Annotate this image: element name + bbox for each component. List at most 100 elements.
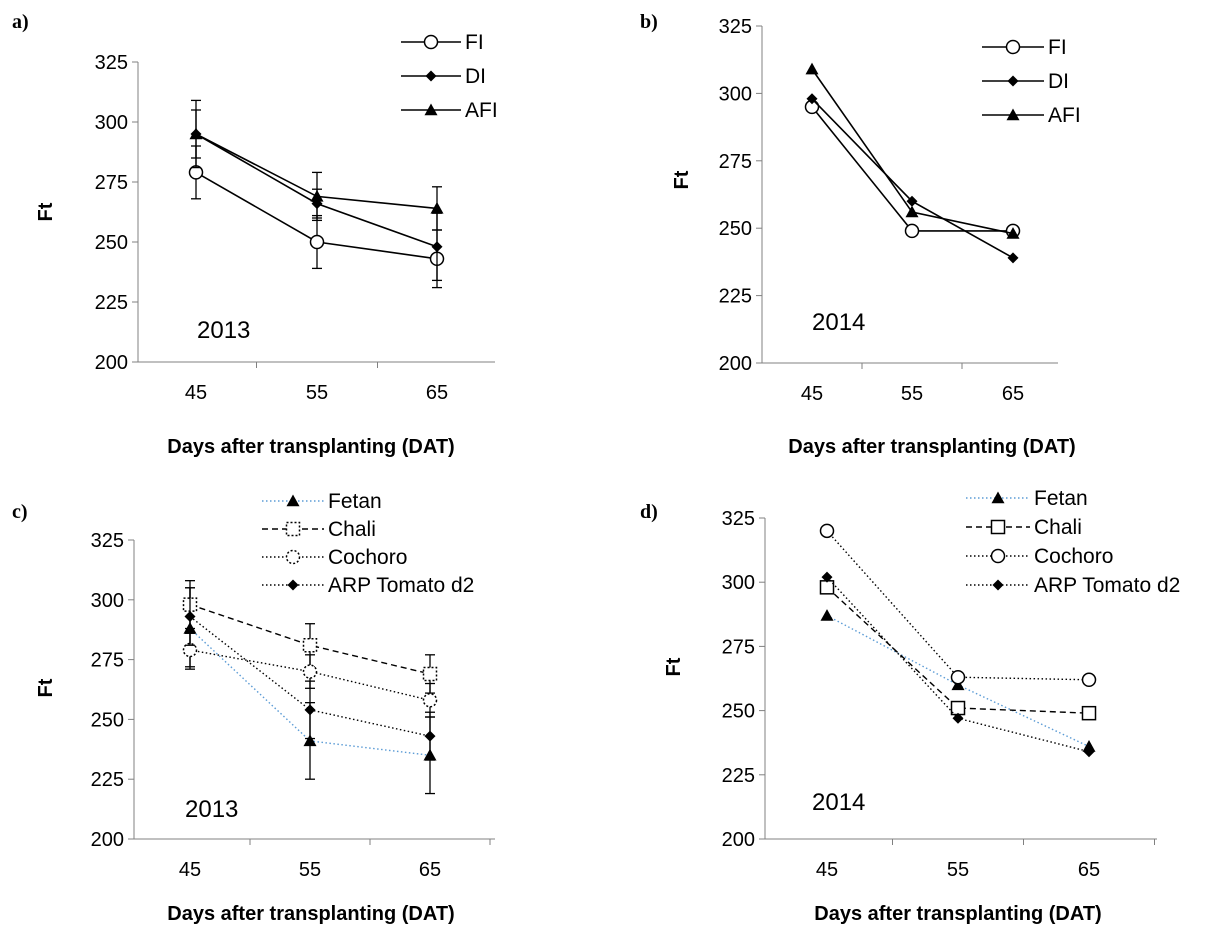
panel-d-legend-item-3: ARP Tomato d2: [966, 574, 1180, 597]
panel-b-series-1-point-2: [1007, 252, 1019, 264]
panel-b-letter: b): [640, 11, 658, 33]
panel-b-plot: 200 225 250 275 300 325 45 55 65: [719, 16, 1058, 405]
panel-b-legend-label-1: DI: [1048, 70, 1069, 93]
panel-b-legend-item-0: FI: [982, 36, 1067, 59]
panel-a-legend-item-2: AFI: [401, 99, 498, 122]
panel-d-legend-label-0: Fetan: [1034, 487, 1088, 510]
panel-b: b) Ft Days after transplanting (DAT) 201…: [640, 11, 1081, 458]
panel-d: d) Ft Days after transplanting (DAT) 201…: [640, 487, 1180, 925]
panel-a-legend-marker-1: [425, 70, 437, 82]
panel-c-series-3-point-2: [424, 730, 436, 742]
panel-c-series-1-point-1: [302, 637, 318, 653]
panel-d-legend-item-1: Chali: [966, 516, 1082, 539]
panel-d-legend: Fetan Chali Cochoro ARP Tomato d2: [966, 487, 1180, 597]
panel-a-letter: a): [12, 11, 29, 33]
panel-a-ylabel: Ft: [35, 202, 57, 221]
panel-b-series-2-point-2: [1006, 227, 1020, 239]
panel-d-legend-label-2: Cochoro: [1034, 545, 1113, 568]
panel-a-ytick-label: 200: [95, 352, 128, 374]
panel-d-series-2: [819, 523, 1097, 688]
panel-d-ytick-label: 300: [722, 572, 755, 594]
panel-a-legend-label-1: DI: [465, 65, 486, 88]
panel-b-xlabel: Days after transplanting (DAT): [788, 436, 1075, 458]
panel-d-legend-item-2: Cochoro: [966, 545, 1113, 568]
panel-b-series-2-point-1: [905, 205, 919, 218]
panel-d-legend-item-0: Fetan: [966, 487, 1088, 510]
panel-b-series-1-point-1: [906, 195, 918, 207]
panel-d-year: 2014: [812, 789, 865, 816]
panel-c-ytick-label: 200: [91, 829, 124, 851]
panel-a-xlabel: Days after transplanting (DAT): [167, 436, 454, 458]
panel-c-xtick-label: 65: [419, 859, 441, 881]
panel-a-legend-marker-0: [423, 34, 439, 50]
panel-b-ytick-label: 300: [719, 83, 752, 105]
panel-d-ytick-label: 250: [722, 701, 755, 723]
panel-c-legend-label-2: Cochoro: [328, 546, 407, 569]
panel-d-legend-marker-0: [991, 491, 1005, 504]
panel-d-series-1-point-0: [819, 580, 835, 595]
panel-c-legend-marker-1: [285, 521, 301, 537]
panel-c-series-2-point-1: [302, 664, 318, 679]
panel-d-series-1: [819, 580, 1097, 721]
panel-c-ytick-label: 275: [91, 650, 124, 672]
panel-c-legend-marker-0: [286, 494, 300, 507]
panel-a-legend-label-2: AFI: [465, 99, 498, 122]
panel-a-ytick-label: 275: [95, 172, 128, 194]
panel-b-xtick-label: 65: [1002, 383, 1024, 405]
panel-a: a) Ft Days after transplanting (DAT) 201…: [12, 11, 498, 458]
panel-c-legend-label-0: Fetan: [328, 490, 382, 513]
panel-d-series-3-point-0: [821, 571, 833, 583]
panel-d-letter: d): [640, 501, 658, 523]
panel-c: c) Ft Days after transplanting (DAT) 201…: [12, 490, 495, 925]
panel-a-ytick-label: 250: [95, 232, 128, 254]
panel-c-series-0-point-1: [303, 734, 317, 747]
panel-b-legend-label-0: FI: [1048, 36, 1067, 59]
panel-b-legend-marker-1: [1007, 75, 1019, 87]
panel-b-year: 2014: [812, 309, 865, 336]
panel-c-year: 2013: [185, 796, 238, 823]
panel-d-ytick-label: 325: [722, 508, 755, 530]
panel-a-ytick-label: 225: [95, 292, 128, 314]
panel-a-series-0-point-1: [309, 234, 325, 250]
panel-b-ytick-label: 225: [719, 286, 752, 308]
panel-d-plot: 200 225 250 275 300 325 45 55 65: [722, 508, 1157, 881]
panel-d-series-0-point-2: [1082, 740, 1096, 752]
panel-d-series-3-point-1: [952, 712, 964, 724]
panel-c-ytick-label: 250: [91, 709, 124, 731]
panel-a-year: 2013: [197, 317, 250, 344]
panel-a-legend-marker-2: [424, 103, 438, 116]
panel-c-series-3: [184, 587, 436, 761]
panel-d-series-2-point-1: [950, 669, 966, 685]
panel-c-series-2-point-2: [422, 693, 438, 708]
panel-c-letter: c): [12, 501, 28, 523]
panel-d-legend-label-1: Chali: [1034, 516, 1082, 539]
panel-b-series-1: [806, 93, 1019, 264]
panel-b-series-2: [805, 62, 1020, 239]
panel-d-ytick-label: 275: [722, 636, 755, 658]
panel-c-legend-item-0: Fetan: [262, 490, 382, 513]
panel-b-ylabel: Ft: [671, 170, 693, 189]
panel-d-xtick-label: 65: [1078, 859, 1100, 881]
panel-a-ytick-label: 325: [95, 52, 128, 74]
panel-c-xlabel: Days after transplanting (DAT): [167, 903, 454, 925]
panel-b-series-1-point-0: [806, 93, 818, 105]
panel-d-ylabel: Ft: [663, 657, 685, 676]
panel-a-series-2-point-0: [189, 127, 203, 140]
panel-a-xtick-label: 65: [426, 382, 448, 404]
panel-c-ylabel: Ft: [35, 678, 57, 697]
panel-c-legend-label-3: ARP Tomato d2: [328, 574, 474, 597]
panel-a-xtick-label: 45: [185, 382, 207, 404]
panel-b-legend: FI DI AFI: [982, 36, 1081, 127]
panel-d-series-1-line: [826, 586, 1090, 714]
panel-c-series-3-point-0: [184, 611, 196, 623]
panel-b-legend-item-1: DI: [982, 70, 1069, 93]
panel-d-legend-marker-3: [992, 579, 1004, 591]
panel-c-legend-item-3: ARP Tomato d2: [262, 574, 474, 597]
panel-b-ytick-label: 275: [719, 151, 752, 173]
panel-d-ytick-label: 200: [722, 829, 755, 851]
panel-c-legend-marker-3: [287, 579, 299, 591]
panel-c-ytick-label: 225: [91, 769, 124, 791]
panel-b-ytick-label: 200: [719, 353, 752, 375]
panel-d-ytick-label: 225: [722, 765, 755, 787]
